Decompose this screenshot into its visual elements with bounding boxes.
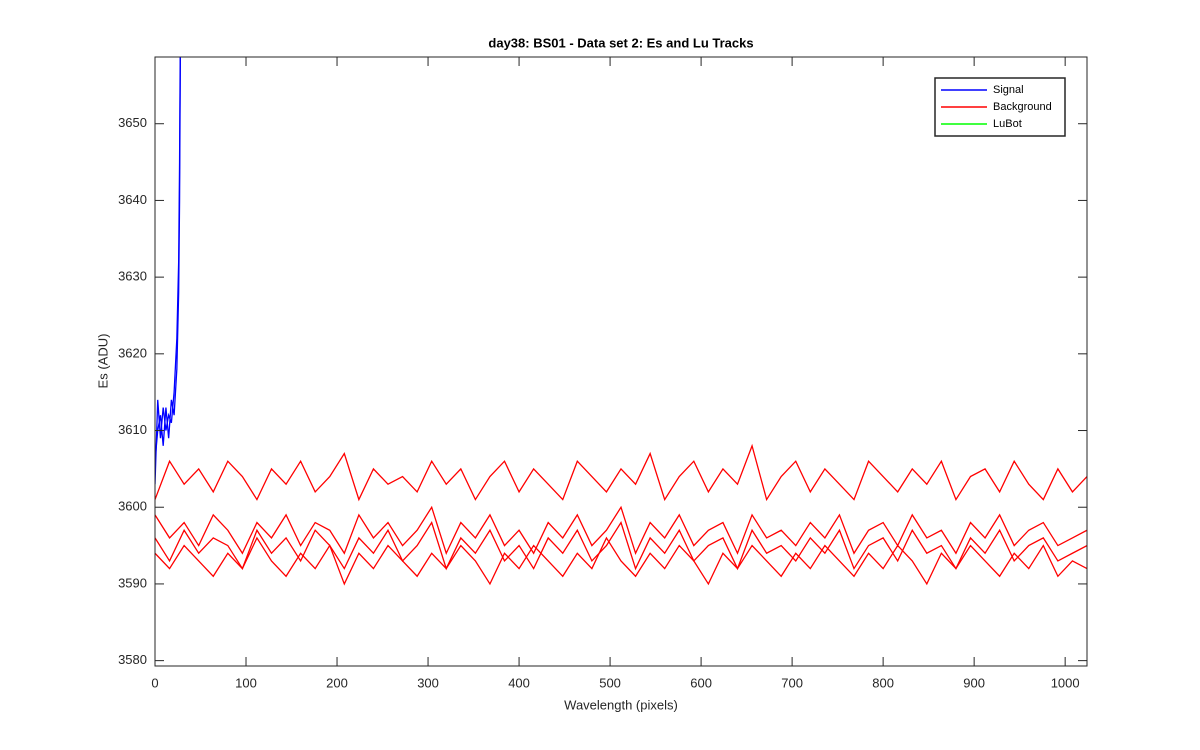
plot-area (155, 57, 1087, 666)
y-tick-label: 3580 (118, 652, 147, 667)
lines (155, 57, 1087, 586)
x-tick-label: 100 (235, 675, 257, 690)
y-tick-label: 3590 (118, 575, 147, 590)
y-tick-label: 3610 (118, 422, 147, 437)
y-axis-label: Es (ADU) (95, 334, 110, 389)
data-line (155, 521, 1087, 571)
x-tick-label: 900 (963, 675, 985, 690)
x-tick-label: 600 (690, 675, 712, 690)
y-tick-label: 3650 (118, 115, 147, 130)
data-line (155, 57, 181, 462)
legend-label: LuBot (993, 118, 1022, 130)
x-tick-label: 400 (508, 675, 530, 690)
data-line (155, 505, 1087, 556)
x-tick-label: 500 (599, 675, 621, 690)
legend-label: Background (993, 101, 1052, 113)
data-line (155, 443, 1087, 502)
y-tick-label: 3640 (118, 192, 147, 207)
legend: Signal Background LuBot (934, 77, 1066, 137)
legend-label: Signal (993, 84, 1024, 96)
x-tick-label: 0 (151, 675, 158, 690)
y-tick-label: 3630 (118, 269, 147, 284)
x-tick-label: 700 (781, 675, 803, 690)
y-tick-label: 3600 (118, 499, 147, 514)
x-tick-label: 800 (872, 675, 894, 690)
chart-title: day38: BS01 - Data set 2: Es and Lu Trac… (488, 35, 753, 50)
x-axis-label: Wavelength (pixels) (564, 697, 678, 712)
x-tick-label: 300 (417, 675, 439, 690)
axes-box (154, 56, 1088, 667)
data-line (155, 536, 1087, 586)
legend-box (934, 77, 1066, 137)
x-tick-label: 1000 (1051, 675, 1080, 690)
y-tick-label: 3620 (118, 345, 147, 360)
x-tick-label: 200 (326, 675, 348, 690)
